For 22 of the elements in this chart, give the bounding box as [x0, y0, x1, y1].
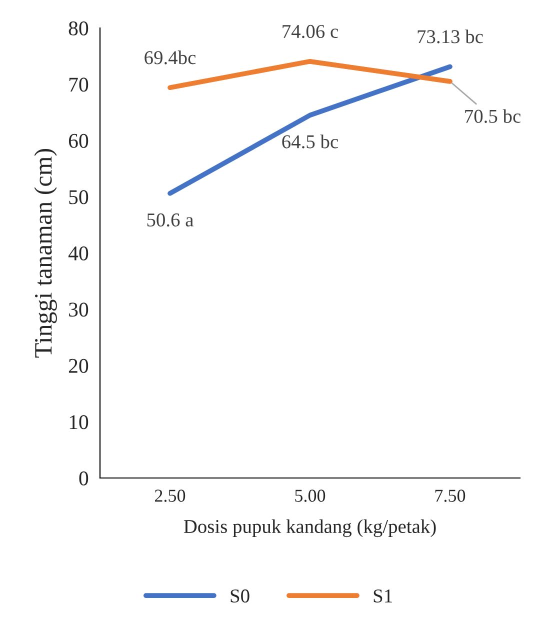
legend-label: S1 — [374, 589, 392, 603]
y-tick-label: 0 — [79, 471, 88, 486]
data-label: 50.6 a — [147, 213, 194, 227]
y-tick-label: 70 — [69, 78, 88, 92]
data-label: 69.4bc — [144, 50, 196, 64]
data-label: 74.06 c — [282, 24, 338, 38]
y-tick-label: 10 — [70, 415, 88, 430]
x-tick-label: 2.50 — [154, 490, 186, 502]
data-label: 73.13 bc — [418, 30, 483, 44]
y-tick-label: 30 — [69, 302, 88, 317]
y-tick-label: 60 — [68, 134, 88, 148]
y-tick-label: 80 — [68, 21, 88, 36]
x-tick-label: 7.50 — [435, 490, 466, 502]
data-label: 64.5 bc — [282, 134, 338, 148]
y-tick-label: 40 — [68, 246, 88, 260]
y-tick-label: 50 — [69, 190, 88, 204]
y-axis-title: Tinggi tanaman (cm) — [34, 149, 57, 358]
y-tick-label: 20 — [68, 358, 88, 373]
data-label: 70.5 bc — [465, 109, 521, 123]
x-axis-title: Dosis pupuk kandang (kg/petak) — [184, 519, 436, 538]
x-tick-label: 5.00 — [295, 490, 326, 502]
legend-label: S0 — [230, 589, 250, 603]
